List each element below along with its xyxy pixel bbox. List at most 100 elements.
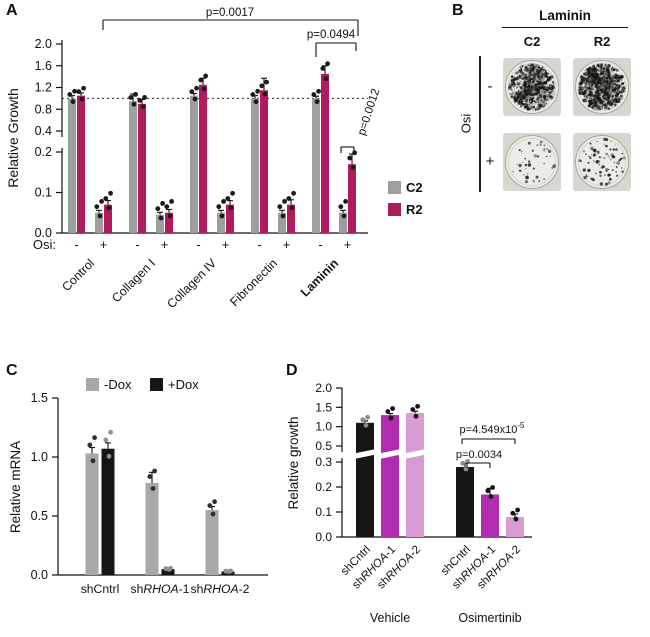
colony-dot: [601, 165, 605, 169]
colony-dot: [524, 88, 527, 90]
data-point: [280, 213, 286, 219]
colony-dot: [508, 83, 511, 86]
data-point: [228, 568, 234, 574]
p-value: p=0.0034: [456, 449, 502, 461]
colony-dot: [524, 76, 527, 79]
data-point: [282, 199, 287, 204]
colony-dot: [548, 91, 551, 94]
colony-dot: [596, 68, 600, 72]
group-label: Vehicle: [370, 611, 410, 625]
data-point: [230, 190, 236, 196]
bar: [190, 95, 198, 233]
colony-dot: [540, 96, 543, 99]
data-point: [463, 466, 469, 472]
colony-dot: [525, 67, 528, 70]
colony-dot: [533, 72, 536, 76]
osi-prefix-label: Osi:: [33, 237, 56, 252]
colony-dot: [594, 95, 597, 97]
colony-dot: [596, 90, 598, 93]
colony-dot: [603, 174, 606, 176]
colony-dot: [598, 80, 602, 85]
bar: [104, 204, 112, 233]
colony-dot: [610, 153, 614, 157]
colony-dot: [521, 73, 526, 78]
colony-dot: [528, 93, 530, 96]
colony-dot: [517, 101, 521, 105]
bar: [85, 453, 99, 575]
condition-label: -: [196, 237, 200, 252]
colony-dot: [551, 84, 554, 87]
colony-dot: [587, 90, 589, 92]
colony-dot: [588, 97, 591, 99]
legend-swatch: [388, 203, 401, 216]
colony-dot: [603, 143, 605, 145]
data-point: [133, 91, 139, 97]
data-point: [164, 204, 170, 210]
colony-dot: [615, 88, 618, 90]
colony-dot: [538, 180, 541, 183]
colony-dot: [582, 98, 586, 103]
colony-dot: [619, 90, 622, 94]
colony-dot: [592, 153, 596, 157]
bar: [287, 204, 295, 233]
colony-dot: [537, 101, 539, 103]
colony-dot: [618, 76, 622, 80]
colony-dot: [551, 89, 554, 93]
colony-dot: [616, 174, 619, 177]
colony-dot: [534, 74, 537, 76]
colony-dot: [596, 63, 600, 67]
colony-dot: [578, 159, 582, 163]
colony-dot: [535, 79, 538, 81]
data-point: [194, 85, 200, 91]
colony-dot: [606, 76, 609, 79]
colony-dot: [596, 83, 599, 85]
colony-dot: [533, 81, 535, 83]
legend-label: -Dox: [104, 377, 132, 392]
data-point: [131, 101, 137, 107]
legend-label: C2: [406, 180, 423, 195]
colony-dot: [607, 174, 610, 177]
colony-dot: [519, 98, 523, 102]
legend-swatch: [150, 378, 163, 391]
colony-well-r2-plus: [573, 133, 631, 191]
colony-dot: [541, 74, 544, 77]
colony-dot: [520, 91, 522, 93]
data-point: [490, 485, 495, 490]
colony-dot: [514, 72, 517, 75]
colony-dot: [529, 74, 531, 76]
bar: [156, 214, 164, 233]
colony-dot: [527, 163, 532, 167]
colony-dot: [524, 180, 528, 184]
colony-dot: [590, 76, 592, 78]
colony-dot: [537, 90, 540, 94]
colony-dot: [532, 179, 536, 183]
colony-dot: [550, 91, 553, 94]
tick-label: 1.5: [31, 391, 48, 405]
data-point: [189, 89, 195, 95]
bar: [481, 494, 499, 537]
tick-label: 0.1: [35, 186, 52, 200]
colony-dot: [527, 64, 530, 67]
colony-dot: [605, 83, 609, 86]
colony-dot: [592, 80, 596, 84]
colony-dot: [533, 154, 537, 158]
data-point: [142, 95, 148, 100]
colony-dot: [517, 89, 520, 91]
data-point: [360, 417, 366, 423]
colony-dot: [514, 77, 518, 81]
colony-dot: [579, 159, 583, 163]
colony-dot: [605, 71, 607, 73]
bar: [456, 467, 474, 537]
colony-dot: [596, 85, 598, 87]
data-point: [363, 422, 369, 428]
colony-dot: [600, 63, 604, 67]
colony-dot: [552, 81, 555, 84]
colony-dot: [595, 75, 599, 79]
colony-dot: [543, 144, 546, 147]
data-point: [255, 88, 260, 94]
colony-dot: [551, 80, 555, 84]
colony-dot: [611, 90, 613, 92]
colony-dot: [620, 94, 623, 98]
colony-dot: [585, 153, 587, 156]
